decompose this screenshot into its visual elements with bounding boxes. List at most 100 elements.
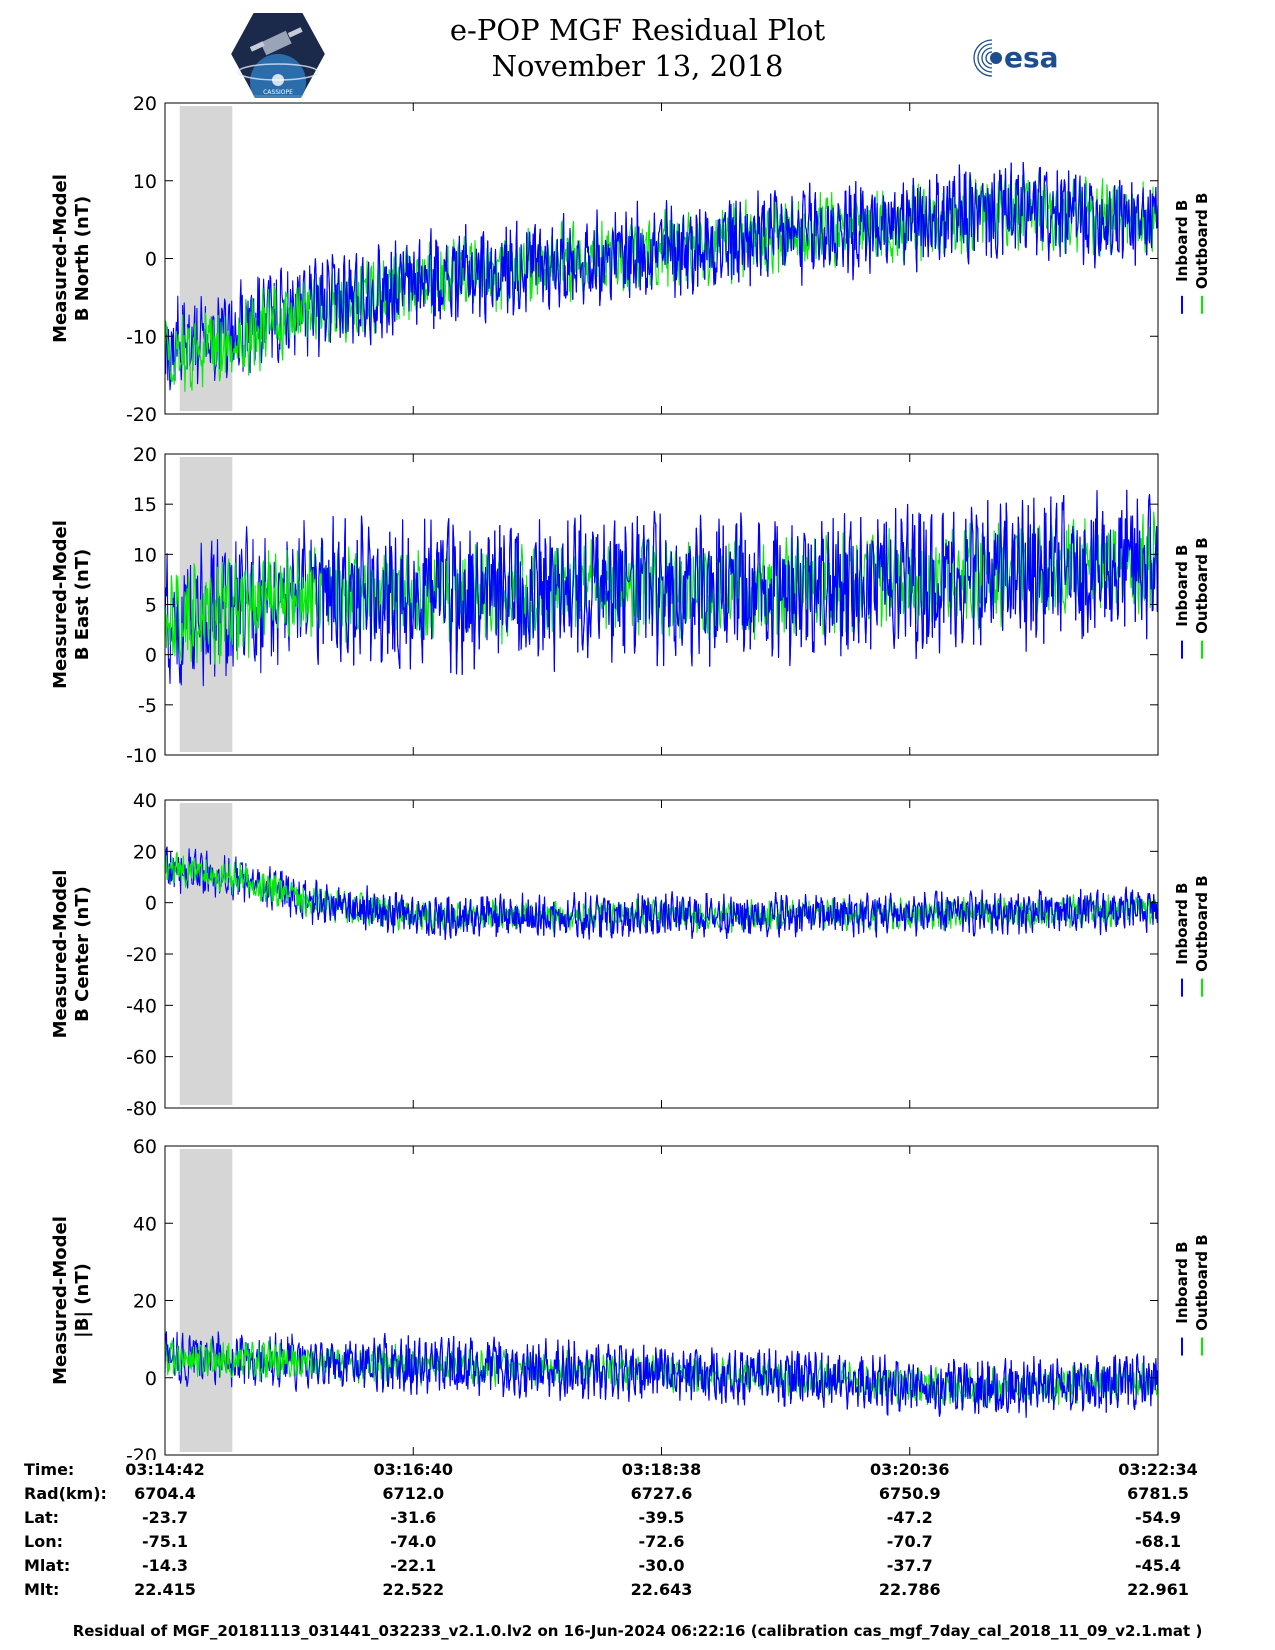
esa-logo-text: esa — [1004, 41, 1059, 74]
legend-label: Inboard B — [1173, 883, 1191, 965]
info-cell-lon: -72.6 — [638, 1532, 685, 1551]
y-tick-label: -20 — [126, 1445, 157, 1460]
info-cell-time: 03:20:36 — [869, 1460, 950, 1479]
y-tick-label: 20 — [133, 444, 157, 466]
y-axis-label: Measured-ModelB North (nT) — [50, 174, 93, 343]
y-tick-label: -20 — [126, 944, 157, 966]
series-inboard-b-overlay — [312, 489, 1158, 676]
info-cell-mlat: -45.4 — [1134, 1556, 1182, 1575]
info-cell-mlt: 22.786 — [878, 1580, 941, 1599]
panel-4: 60 40 20 0 -20 Measured-Model|B| (nT) Inboard … — [50, 1136, 1211, 1460]
y-tick-label: 15 — [133, 494, 157, 516]
title-block: e-POP MGF Residual Plot November 13, 201… — [0, 12, 1275, 84]
y-axis-label-line1: Measured-Model — [50, 870, 71, 1039]
info-cell-rad: 6727.6 — [630, 1484, 693, 1503]
legend-label: Inboard B — [1173, 545, 1191, 627]
info-cell-time: 03:16:40 — [373, 1460, 454, 1479]
info-row-label: Lat: — [24, 1508, 60, 1527]
y-tick-label: 5 — [145, 595, 157, 617]
plot-date: November 13, 2018 — [491, 49, 784, 83]
info-cell-lat: -54.9 — [1134, 1508, 1182, 1527]
info-cell-lon: -68.1 — [1134, 1532, 1182, 1551]
shaded-region — [179, 803, 233, 1105]
y-tick-label: 40 — [133, 790, 157, 812]
y-tick-label: -20 — [126, 404, 157, 426]
cassiope-logo-caption: CASSIOPE — [263, 89, 293, 96]
plot-frame — [164, 1145, 1159, 1456]
legend-label: Inboard B — [1173, 200, 1191, 282]
y-tick-label: 0 — [145, 645, 157, 667]
y-tick-label: 40 — [133, 1213, 157, 1235]
y-tick-label: -10 — [126, 326, 157, 348]
orbit-info-table: Time: Rad(km): Lat: Lon: Mlat: Mlt: 03:14:42 67… — [0, 1460, 1275, 1600]
info-cell-rad: 6750.9 — [878, 1484, 941, 1503]
info-row-label: Lon: — [24, 1532, 63, 1551]
info-row-label: Time: — [24, 1460, 75, 1479]
info-cell-rad: 6712.0 — [382, 1484, 445, 1503]
plot-frame — [164, 799, 1159, 1109]
panel-2: 20 15 10 5 0 -5 -10 Measured-ModelB East (nT) In… — [50, 444, 1211, 767]
y-axis-label-line1: Measured-Model — [50, 1216, 71, 1385]
y-tick-label: -80 — [126, 1098, 157, 1120]
info-cell-mlt: 22.415 — [134, 1580, 196, 1599]
esa-logo: esa — [973, 39, 1059, 77]
y-tick-label: 20 — [133, 841, 157, 863]
info-cell-lon: -75.1 — [141, 1532, 189, 1551]
y-axis-label-line2: B Center (nT) — [72, 886, 93, 1022]
info-cell-time: 03:18:38 — [621, 1460, 702, 1479]
legend-label: Outboard B — [1193, 875, 1211, 972]
panel-3: 40 20 0 -20 -40 -60 -80 Measured-ModelB Center … — [50, 790, 1211, 1120]
info-cell-lon: -70.7 — [886, 1532, 933, 1551]
y-tick-label: 0 — [145, 1368, 157, 1390]
info-cell-mlt: 22.961 — [1127, 1580, 1189, 1599]
info-row-label: Mlat: — [24, 1556, 71, 1575]
info-cell-time: 03:22:34 — [1118, 1460, 1198, 1479]
info-cell-mlat: -14.3 — [141, 1556, 189, 1575]
legend-label: Outboard B — [1193, 193, 1211, 290]
y-axis-label: Measured-Model|B| (nT) — [50, 1216, 93, 1385]
info-cell-rad: 6704.4 — [134, 1484, 196, 1503]
y-axis-label: Measured-ModelB Center (nT) — [50, 870, 93, 1039]
info-cell-lat: -31.6 — [390, 1508, 437, 1527]
series-outboard-b — [164, 851, 1159, 934]
y-tick-label: -60 — [126, 1047, 157, 1069]
y-axis-label-line2: B North (nT) — [72, 196, 93, 322]
legend-label: Outboard B — [1193, 1234, 1211, 1331]
info-cell-rad: 6781.5 — [1127, 1484, 1189, 1503]
y-tick-label: -5 — [138, 695, 157, 717]
info-cell-lat: -23.7 — [141, 1508, 189, 1527]
plot-title: e-POP MGF Residual Plot — [449, 13, 826, 47]
y-tick-label: 20 — [133, 93, 157, 115]
series-inboard-b-overlay — [312, 161, 1158, 358]
y-tick-label: 10 — [133, 544, 157, 566]
info-cell-lon: -74.0 — [390, 1532, 437, 1551]
footer-caption: Residual of MGF_20181113_031441_032233_v… — [72, 1622, 1203, 1640]
info-cell-mlat: -37.7 — [886, 1556, 933, 1575]
info-cell-mlt: 22.643 — [630, 1580, 693, 1599]
info-cell-time: 03:14:42 — [125, 1460, 205, 1479]
cassiope-logo: CASSIOPE — [228, 11, 328, 98]
shaded-region — [179, 1149, 233, 1452]
series-inboard-b-overlay — [312, 879, 1158, 940]
y-tick-label: -10 — [126, 745, 157, 767]
y-tick-label: -40 — [126, 995, 157, 1017]
y-axis-label-line2: B East (nT) — [72, 549, 93, 661]
info-cell-lat: -47.2 — [886, 1508, 933, 1527]
info-cell-mlat: -30.0 — [638, 1556, 685, 1575]
y-axis-label: Measured-ModelB East (nT) — [50, 520, 93, 689]
y-tick-label: 0 — [145, 893, 157, 915]
legend-label: Outboard B — [1193, 537, 1211, 634]
y-tick-label: 20 — [133, 1291, 157, 1313]
y-tick-label: 0 — [145, 249, 157, 271]
series-inboard-b-overlay — [312, 1332, 1158, 1418]
info-row-label: Rad(km): — [24, 1484, 107, 1503]
panel-1: 20 10 0 -10 -20 Measured-ModelB North (nT) Inb… — [50, 93, 1211, 426]
y-axis-label-line1: Measured-Model — [50, 520, 71, 689]
y-axis-label-line1: Measured-Model — [50, 174, 71, 343]
shaded-region — [179, 106, 233, 411]
y-axis-label-line2: |B| (nT) — [72, 1263, 93, 1338]
y-tick-label: 10 — [133, 171, 157, 193]
info-row-label: Mlt: — [24, 1580, 60, 1599]
legend-label: Inboard B — [1173, 1241, 1191, 1323]
